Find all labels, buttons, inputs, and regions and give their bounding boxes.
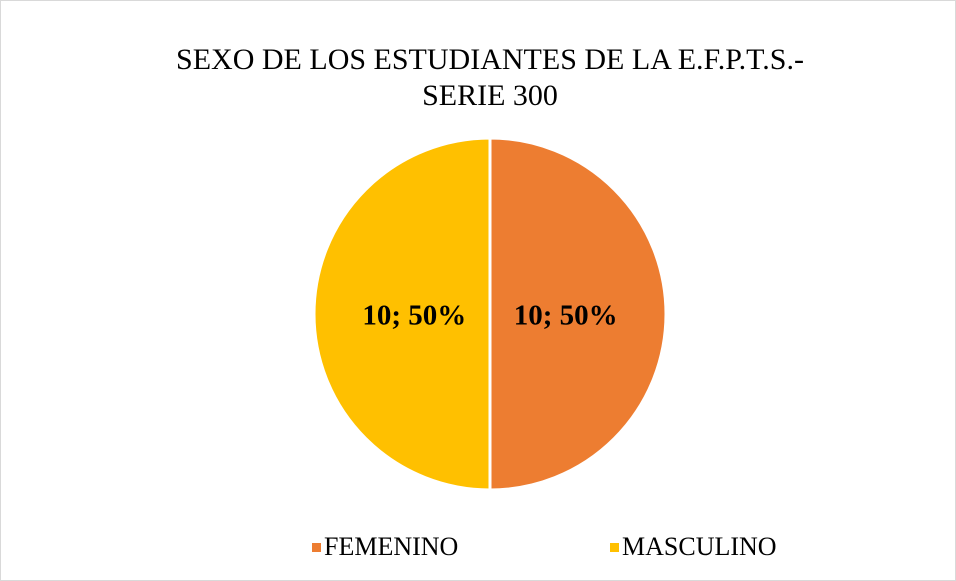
chart-title: SERIE 300	[422, 79, 558, 112]
data-label: 10; 50%	[362, 300, 466, 332]
chart-title: SEXO DE LOS ESTUDIANTES DE LA E.F.P.T.S.…	[176, 43, 804, 76]
legend-swatch	[610, 543, 619, 552]
pie-slice	[312, 136, 492, 492]
pie-slice	[488, 136, 668, 492]
legend-label: FEMENINO	[324, 532, 458, 561]
data-label: 10; 50%	[514, 300, 618, 332]
legend-label: MASCULINO	[622, 532, 777, 561]
legend-swatch	[312, 543, 321, 552]
